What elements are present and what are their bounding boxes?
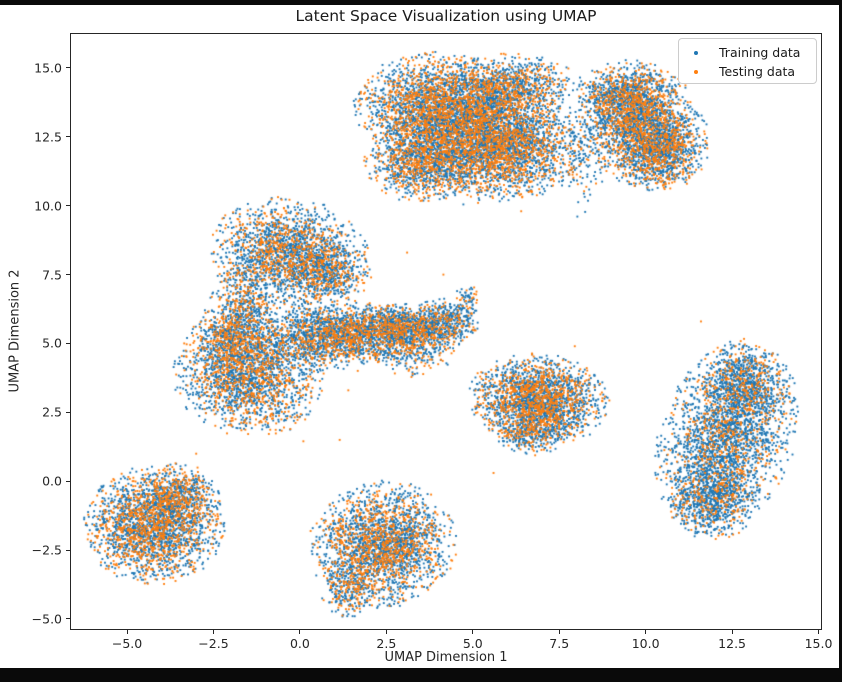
legend-entry-training: Training data bbox=[679, 43, 808, 62]
x-tick-label: 5.0 bbox=[462, 636, 483, 651]
chart-title: Latent Space Visualization using UMAP bbox=[295, 7, 597, 25]
x-tick-mark bbox=[731, 630, 733, 634]
x-tick-label: 2.5 bbox=[376, 636, 397, 651]
y-tick-label: 5.0 bbox=[42, 335, 62, 351]
y-tick-label: 7.5 bbox=[42, 267, 62, 283]
x-tick-label: 15.0 bbox=[804, 636, 833, 651]
y-tick-mark bbox=[66, 411, 70, 413]
y-tick-label: 2.5 bbox=[42, 404, 62, 420]
training-data-marker-icon bbox=[694, 50, 698, 55]
y-tick-label: −5.0 bbox=[31, 611, 62, 627]
x-tick-mark bbox=[299, 630, 301, 634]
legend-entry-testing: Testing data bbox=[679, 62, 808, 81]
x-tick-mark bbox=[645, 630, 647, 634]
y-tick-mark bbox=[66, 342, 70, 344]
y-tick-mark bbox=[66, 480, 70, 482]
x-tick-label: −5.0 bbox=[111, 636, 143, 651]
y-tick-mark bbox=[66, 274, 70, 276]
y-tick-label: 12.5 bbox=[34, 129, 62, 145]
x-tick-mark bbox=[818, 630, 820, 634]
legend-label-testing: Testing data bbox=[719, 64, 796, 79]
x-tick-label: 7.5 bbox=[549, 636, 570, 651]
testing-data-marker-icon bbox=[694, 69, 698, 74]
x-tick-label: 0.0 bbox=[289, 636, 310, 651]
x-tick-label: 10.0 bbox=[631, 636, 660, 651]
x-tick-mark bbox=[212, 630, 214, 634]
x-tick-mark bbox=[126, 630, 128, 634]
x-tick-mark bbox=[472, 630, 474, 634]
x-tick-label: −2.5 bbox=[198, 636, 229, 651]
x-tick-mark bbox=[385, 630, 387, 634]
y-tick-mark bbox=[66, 136, 70, 138]
y-tick-label: −2.5 bbox=[31, 542, 62, 558]
legend-label-training: Training data bbox=[719, 45, 801, 60]
y-tick-mark bbox=[66, 549, 70, 551]
y-tick-mark bbox=[66, 205, 70, 207]
x-axis-label: UMAP Dimension 1 bbox=[384, 650, 508, 665]
y-tick-label: 15.0 bbox=[34, 60, 62, 76]
legend-box: Training data Testing data bbox=[678, 38, 817, 84]
x-tick-label: 12.5 bbox=[718, 636, 747, 651]
y-tick-mark bbox=[66, 67, 70, 69]
y-tick-mark bbox=[66, 618, 70, 620]
y-tick-label: 0.0 bbox=[42, 473, 62, 489]
y-axis-label: UMAP Dimension 2 bbox=[7, 269, 23, 393]
y-tick-label: 10.0 bbox=[34, 198, 62, 214]
x-tick-mark bbox=[558, 630, 560, 634]
